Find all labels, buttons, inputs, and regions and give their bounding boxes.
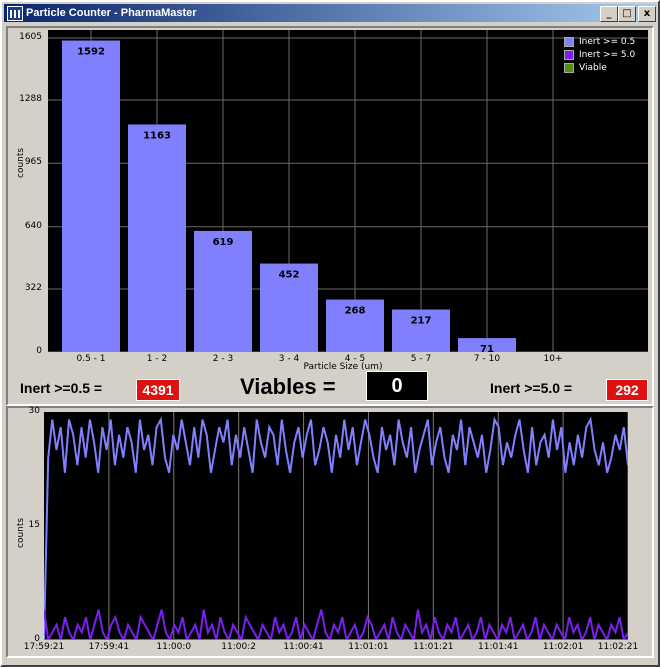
line-chart-svg: [43, 412, 629, 644]
viables-label: Viables =: [240, 374, 336, 399]
bar: [458, 338, 516, 352]
y-tick-label: 0: [36, 346, 42, 356]
bar-chart-x-label: Particle Size (um): [303, 362, 383, 372]
x-tick-label: 17:59:21: [23, 642, 65, 652]
legend-item-inert-50: Inert >= 5.0: [564, 48, 635, 61]
bar-chart-panel: 1592 1163 619 452 268 217 71 Inert >= 0.5 Iner…: [6, 26, 654, 406]
bar-chart-legend: Inert >= 0.5 Inert >= 5.0 Viable: [564, 35, 635, 74]
series-line: [43, 416, 629, 641]
bar: [194, 230, 252, 352]
bar: [326, 299, 384, 352]
bar: [392, 309, 450, 352]
y-tick-label: 30: [28, 406, 40, 416]
window-title: Particle Counter - PharmaMaster: [26, 7, 197, 19]
y-tick-label: 1288: [19, 94, 42, 105]
maximize-button[interactable]: □: [618, 6, 636, 22]
y-tick-label: 1605: [19, 32, 42, 42]
app-icon: [7, 6, 23, 21]
minimize-button[interactable]: _: [600, 6, 618, 22]
x-tick-label: 11:01:21: [413, 642, 454, 652]
y-tick-label: 0: [34, 634, 40, 644]
x-tick-label: 7 - 10: [473, 354, 501, 364]
x-tick-label: 10+: [543, 354, 563, 364]
series-line: [43, 609, 629, 644]
inert-05-value: 4391: [136, 379, 180, 401]
x-tick-label: 11:00:2: [221, 642, 256, 652]
x-tick-label: 11:00:41: [283, 642, 324, 652]
y-tick-label: 322: [24, 283, 42, 293]
bar: [128, 124, 186, 352]
bar-value-label: 71: [480, 344, 494, 352]
line-chart-panel: 30 15 0 17:59:21 17:59:41 11:00:0 11:00:2 11:0…: [6, 406, 654, 658]
x-tick-label: 11:01:01: [348, 642, 389, 652]
bar-value-label: 619: [213, 237, 234, 248]
bar-value-label: 268: [345, 306, 366, 317]
legend-label: Inert >= 5.0: [579, 49, 636, 60]
x-tick-label: 11:00:0: [156, 642, 192, 652]
x-tick-label: 17:59:41: [88, 642, 130, 652]
inert-50-label: Inert >=5.0 =: [490, 380, 573, 396]
x-tick-label: 11:01:41: [478, 642, 519, 652]
x-tick-label: 4 - 5: [344, 354, 366, 364]
legend-swatch: [564, 62, 574, 73]
x-tick-label: 2 - 3: [212, 354, 234, 364]
bar-value-label: 1163: [143, 130, 171, 141]
y-tick-label: 965: [24, 157, 42, 168]
x-tick-label: 3 - 4: [278, 354, 300, 364]
legend-label: Viable: [579, 62, 607, 73]
x-tick-label: 1 - 2: [146, 354, 168, 364]
viables-value: 0: [366, 371, 428, 401]
close-button[interactable]: x: [638, 6, 656, 22]
inert-05-label: Inert >=0.5 =: [20, 380, 103, 396]
x-tick-label: 0.5 - 1: [76, 354, 106, 364]
x-tick-label: 11:02:01: [542, 642, 584, 652]
title-bar[interactable]: Particle Counter - PharmaMaster _ □ x: [4, 4, 656, 22]
bar-value-label: 452: [279, 270, 300, 281]
legend-label: Inert >= 0.5: [579, 36, 636, 47]
x-tick-label: 11:02:21: [597, 642, 639, 652]
legend-item-viable: Viable: [564, 61, 635, 74]
bar-chart-y-label: counts: [16, 147, 26, 178]
inert-50-value: 292: [606, 379, 648, 401]
legend-item-inert-05: Inert >= 0.5: [564, 35, 635, 48]
bar-value-label: 217: [411, 316, 432, 327]
line-chart-y-label: counts: [16, 517, 26, 548]
legend-swatch: [564, 49, 574, 60]
bar: [62, 40, 120, 352]
legend-swatch: [564, 36, 574, 47]
x-tick-label: 5 - 7: [410, 354, 432, 364]
y-tick-label: 15: [28, 520, 40, 530]
line-chart-plot: [43, 412, 629, 644]
bar-chart-plot: 1592 1163 619 452 268 217 71 Inert >= 0.5 Iner…: [48, 30, 648, 355]
bar: [260, 263, 318, 352]
y-tick-label: 640: [24, 220, 42, 231]
bar-value-label: 1592: [77, 47, 105, 58]
bar-chart-svg: 1592 1163 619 452 268 217 71: [48, 30, 648, 355]
